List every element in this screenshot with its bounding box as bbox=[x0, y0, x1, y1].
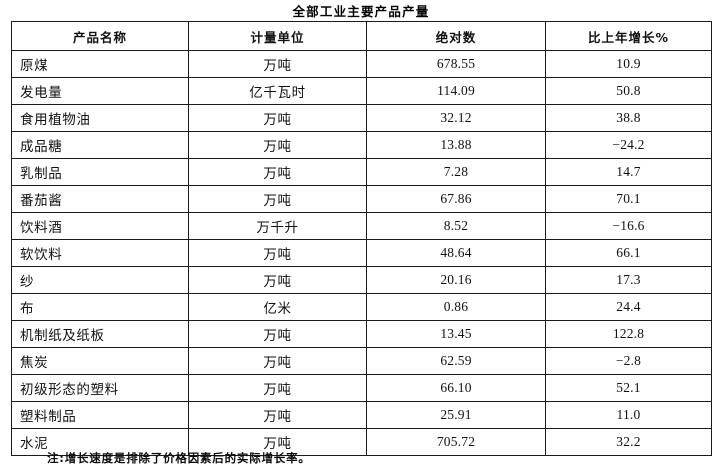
cell-growth-value: −16.6 bbox=[545, 212, 712, 240]
cell-product-name: 焦炭 bbox=[11, 347, 189, 375]
cell-unit: 亿米 bbox=[188, 293, 367, 321]
cell-unit: 万吨 bbox=[188, 131, 367, 159]
cell-unit: 亿千瓦时 bbox=[188, 77, 367, 105]
cell-absolute-value: 66.10 bbox=[366, 374, 546, 402]
cell-unit: 万吨 bbox=[188, 401, 367, 429]
cell-growth-value: −24.2 bbox=[545, 131, 712, 159]
cell-product-name: 机制纸及纸板 bbox=[11, 320, 189, 348]
cell-unit: 万吨 bbox=[188, 374, 367, 402]
cell-unit: 万吨 bbox=[188, 158, 367, 186]
cell-product-name: 发电量 bbox=[11, 77, 189, 105]
table-row: 纱万吨 20.16 17.3 bbox=[11, 266, 712, 294]
cell-growth-value: 50.8 bbox=[545, 77, 712, 105]
table-row: 乳制品 万吨 7.28 14.7 bbox=[11, 158, 712, 186]
column-header-growth: 比上年增长% bbox=[545, 21, 712, 51]
cell-unit: 万吨 bbox=[188, 428, 367, 456]
table-row: 焦炭 万吨 62.59 −2.8 bbox=[11, 347, 712, 375]
cell-absolute-value: 62.59 bbox=[366, 347, 546, 375]
cell-growth-value: 10.9 bbox=[545, 50, 712, 78]
cell-growth-value: 11.0 bbox=[545, 401, 712, 429]
cell-growth-value: 14.7 bbox=[545, 158, 712, 186]
cell-absolute-value: 48.64 bbox=[366, 239, 546, 267]
table-row: 发电量 亿千瓦时 114.09 50.8 bbox=[11, 77, 712, 105]
cell-absolute-value: 25.91 bbox=[366, 401, 546, 429]
cell-product-name: 纱 bbox=[11, 266, 189, 294]
cell-absolute-value: 32.12 bbox=[366, 104, 546, 132]
cell-absolute-value: 67.86 bbox=[366, 185, 546, 213]
cell-growth-value: 38.8 bbox=[545, 104, 712, 132]
cell-growth-value: 52.1 bbox=[545, 374, 712, 402]
table-row: 水泥 万吨 705.72 32.2 bbox=[11, 428, 712, 456]
table-row: 机制纸及纸板 万吨 13.45 122.8 bbox=[11, 320, 712, 348]
cell-growth-value: 70.1 bbox=[545, 185, 712, 213]
cell-growth-value: −2.8 bbox=[545, 347, 712, 375]
table-row: 软饮料 万吨 48.64 66.1 bbox=[11, 239, 712, 267]
table-row: 成品糖 万吨 13.88 −24.2 bbox=[11, 131, 712, 159]
table-row: 初级形态的塑料 万吨 66.10 52.1 bbox=[11, 374, 712, 402]
column-header-absolute: 绝对数 bbox=[366, 21, 546, 51]
cell-growth-value: 24.4 bbox=[545, 293, 712, 321]
cell-product-name: 布 bbox=[11, 293, 189, 321]
cell-unit: 万吨 bbox=[188, 347, 367, 375]
cell-absolute-value: 13.45 bbox=[366, 320, 546, 348]
page-title: 全部工业主要产品产量 bbox=[292, 4, 430, 19]
cell-product-name: 成品糖 bbox=[11, 131, 189, 159]
industrial-output-table: 产品名称 计量单位 绝对数 比上年增长% 原煤 万吨 678.55 10.9 发电量 亿千… bbox=[11, 21, 712, 456]
cell-absolute-value: 20.16 bbox=[366, 266, 546, 294]
cell-growth-value: 122.8 bbox=[545, 320, 712, 348]
cell-unit: 万吨 bbox=[188, 185, 367, 213]
cell-unit: 万吨 bbox=[188, 239, 367, 267]
cell-absolute-value: 7.28 bbox=[366, 158, 546, 186]
cell-unit: 万吨 bbox=[188, 50, 367, 78]
cell-product-name: 乳制品 bbox=[11, 158, 189, 186]
table-header: 产品名称 计量单位 绝对数 比上年增长% bbox=[11, 21, 712, 51]
cell-product-name: 水泥 bbox=[11, 428, 189, 456]
table-note: 注:增长速度是排除了价格因素后的实际增长率。 bbox=[47, 451, 311, 465]
column-header-product-name: 产品名称 bbox=[11, 21, 189, 51]
cell-product-name: 原煤 bbox=[11, 50, 189, 78]
cell-unit: 万吨 bbox=[188, 266, 367, 294]
cell-absolute-value: 114.09 bbox=[366, 77, 546, 105]
table-row: 番茄酱 万吨 67.86 70.1 bbox=[11, 185, 712, 213]
cell-absolute-value: 0.86 bbox=[366, 293, 546, 321]
cell-absolute-value: 8.52 bbox=[366, 212, 546, 240]
table-row: 布亿米 0.86 24.4 bbox=[11, 293, 712, 321]
table-header-row: 产品名称 计量单位 绝对数 比上年增长% bbox=[11, 21, 712, 51]
cell-product-name: 塑料制品 bbox=[11, 401, 189, 429]
table-row: 食用植物油 万吨 32.12 38.8 bbox=[11, 104, 712, 132]
cell-unit: 万吨 bbox=[188, 104, 367, 132]
column-header-unit: 计量单位 bbox=[188, 21, 367, 51]
table-row: 原煤 万吨 678.55 10.9 bbox=[11, 50, 712, 78]
cell-unit: 万吨 bbox=[188, 320, 367, 348]
cell-absolute-value: 13.88 bbox=[366, 131, 546, 159]
table-row: 饮料酒 万千升 8.52 −16.6 bbox=[11, 212, 712, 240]
cell-growth-value: 66.1 bbox=[545, 239, 712, 267]
table-row: 塑料制品 万吨 25.91 11.0 bbox=[11, 401, 712, 429]
cell-product-name: 软饮料 bbox=[11, 239, 189, 267]
cell-product-name: 初级形态的塑料 bbox=[11, 374, 189, 402]
cell-product-name: 番茄酱 bbox=[11, 185, 189, 213]
cell-absolute-value: 678.55 bbox=[366, 50, 546, 78]
cell-growth-value: 32.2 bbox=[545, 428, 712, 456]
table-body: 原煤 万吨 678.55 10.9 发电量 亿千瓦时 114.09 50.8 食用植物油 万吨 32… bbox=[11, 50, 712, 456]
cell-product-name: 食用植物油 bbox=[11, 104, 189, 132]
cell-product-name: 饮料酒 bbox=[11, 212, 189, 240]
cell-absolute-value: 705.72 bbox=[366, 428, 546, 456]
cell-growth-value: 17.3 bbox=[545, 266, 712, 294]
cell-unit: 万千升 bbox=[188, 212, 367, 240]
